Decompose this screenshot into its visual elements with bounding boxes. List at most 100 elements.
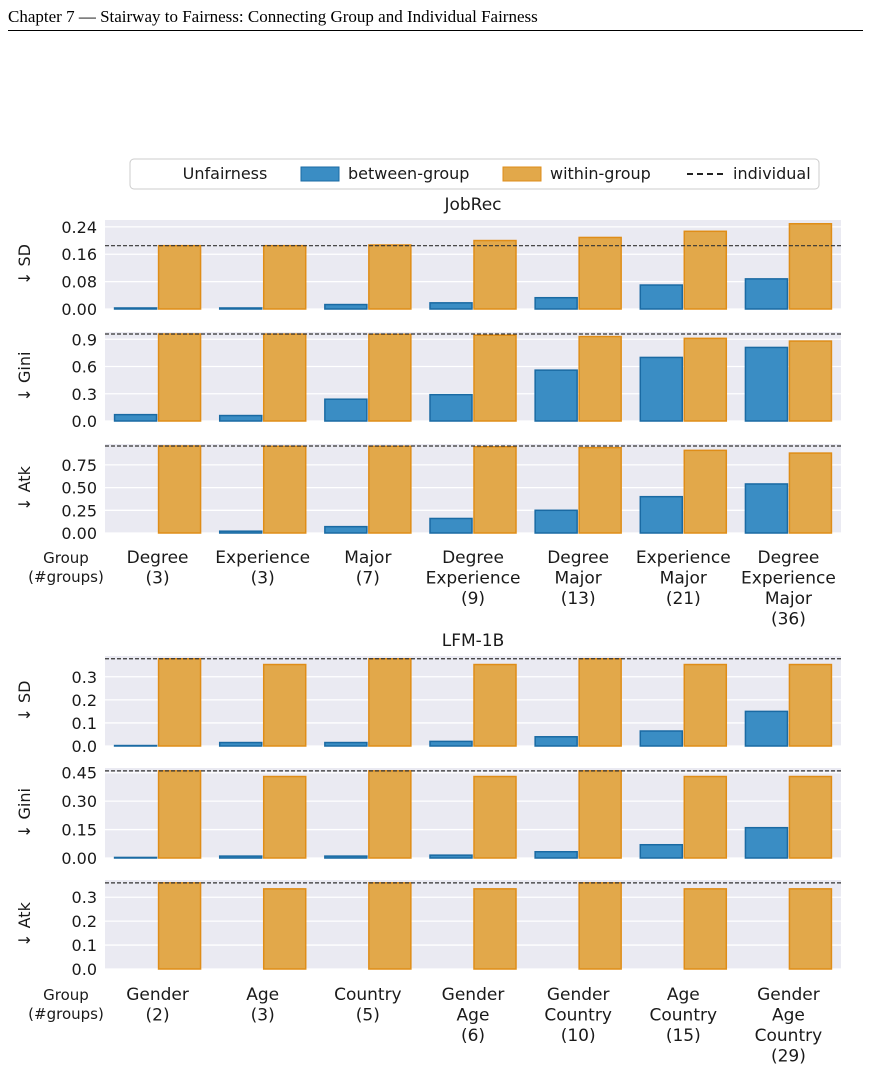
y-tick-label: 0.16 xyxy=(61,245,97,264)
category-label-line: (6) xyxy=(461,1026,485,1046)
y-tick-label: 0.9 xyxy=(72,330,97,349)
panel-1-1: 0.00 0.08 0.16 0.24 ↓ SD xyxy=(15,218,841,319)
category-label-line: (10) xyxy=(561,1026,596,1046)
category-label-line: Experience xyxy=(426,569,521,589)
legend-within-swatch xyxy=(502,166,542,182)
y-axis-label: ↓ Atk xyxy=(15,901,34,946)
between-group-bar xyxy=(639,495,684,534)
group-axis-label-line: Group xyxy=(43,549,89,567)
group-axis-label: Group (#groups) xyxy=(28,549,104,586)
category-label-line: Major xyxy=(765,589,812,609)
chart-title: LFM-1B xyxy=(442,631,505,651)
y-tick-label: 0.08 xyxy=(61,273,97,292)
charts: JobRec 0.00 0.08 0.16 0.24 ↓ SD 0.0 0.3 0.6 0.9 ↓ … xyxy=(15,195,841,1067)
category-label: Experience (3) xyxy=(215,548,310,589)
category-label-line: Age xyxy=(246,985,279,1005)
within-group-bar xyxy=(578,335,622,422)
category-label-line: Age xyxy=(457,1006,490,1026)
y-tick-label: 0.0 xyxy=(72,737,97,756)
between-group-bar xyxy=(744,710,789,747)
y-tick-label: 0.15 xyxy=(61,821,97,840)
between-group-bar xyxy=(639,356,684,422)
category-label-line: (9) xyxy=(461,589,485,609)
panel-1-3: 0.00 0.25 0.50 0.75 ↓ Atk xyxy=(15,444,841,543)
within-group-bar xyxy=(683,663,728,747)
y-tick-label: 0.00 xyxy=(61,849,97,868)
within-group-bar xyxy=(683,449,728,534)
within-group-bar xyxy=(157,882,202,970)
within-group-bar xyxy=(473,239,517,310)
category-label-line: (7) xyxy=(356,569,380,589)
y-axis-label: ↓ SD xyxy=(15,244,34,285)
category-label-line: Country xyxy=(755,1026,823,1046)
y-tick-label: 0.45 xyxy=(61,764,97,783)
within-group-bar xyxy=(368,333,412,422)
between-group-bar xyxy=(639,843,684,859)
chapter-header: Chapter 7 — Stairway to Fairness: Connec… xyxy=(8,4,863,31)
between-group-bar xyxy=(534,736,578,747)
between-group-bar xyxy=(113,307,158,310)
category-label-line: (2) xyxy=(146,1006,170,1026)
between-group-bar xyxy=(744,278,789,310)
category-label-line: Experience xyxy=(741,569,836,589)
within-group-bar xyxy=(157,445,202,534)
between-group-bar xyxy=(534,296,578,310)
group-axis-label-line: (#groups) xyxy=(28,568,104,586)
between-group-bar xyxy=(744,346,789,422)
panel-2-2: 0.00 0.15 0.30 0.45 ↓ Gini xyxy=(15,764,841,868)
between-group-bar xyxy=(218,414,263,422)
category-label-line: Major xyxy=(555,569,602,589)
within-group-bar xyxy=(473,663,517,747)
within-group-bar xyxy=(473,775,517,859)
within-group-bar xyxy=(262,663,307,747)
category-label: Degree Experience (9) xyxy=(426,548,521,609)
category-label-line: (21) xyxy=(666,589,701,609)
between-group-bar xyxy=(324,525,368,534)
between-group-bar xyxy=(218,530,263,534)
between-group-bar xyxy=(324,398,368,422)
between-group-bar xyxy=(639,284,684,310)
category-label-line: (3) xyxy=(251,1006,275,1026)
category-label-line: (15) xyxy=(666,1026,701,1046)
within-group-bar xyxy=(262,244,307,310)
within-group-bar xyxy=(262,775,307,859)
within-group-bar xyxy=(368,445,412,534)
category-label-line: (29) xyxy=(771,1047,806,1067)
within-group-bar xyxy=(368,770,412,859)
category-label-line: Experience xyxy=(215,548,310,568)
category-label-line: Gender xyxy=(547,985,610,1005)
y-axis-label: ↓ Gini xyxy=(15,788,34,838)
y-tick-label: 0.3 xyxy=(72,385,97,404)
category-label-line: (5) xyxy=(356,1006,380,1026)
between-group-bar xyxy=(218,855,263,859)
category-label-line: Degree xyxy=(757,548,819,568)
within-group-bar xyxy=(578,658,622,747)
category-label: Major (7) xyxy=(344,548,391,589)
panel-background xyxy=(105,332,841,421)
legend-within-label: within-group xyxy=(550,164,651,183)
within-group-bar xyxy=(683,888,728,970)
between-group-bar xyxy=(218,307,263,310)
category-label: Degree Major (13) xyxy=(547,548,609,609)
category-label-line: Age xyxy=(667,985,700,1005)
category-label-line: Experience xyxy=(636,548,731,568)
between-group-bar xyxy=(429,740,473,747)
y-tick-label: 0.6 xyxy=(72,358,97,377)
between-group-bar xyxy=(744,483,789,534)
category-label-line: Degree xyxy=(127,548,189,568)
within-group-bar xyxy=(578,882,622,970)
within-group-bar xyxy=(262,888,307,970)
category-label-line: Degree xyxy=(442,548,504,568)
y-axis-label: ↓ Atk xyxy=(15,465,34,510)
between-group-bar xyxy=(534,850,578,859)
between-group-bar xyxy=(534,369,578,422)
y-tick-label: 0.25 xyxy=(61,501,97,520)
category-label: Gender Country (10) xyxy=(544,985,612,1046)
within-group-bar xyxy=(578,446,622,534)
category-label-line: Major xyxy=(344,548,391,568)
y-tick-label: 0.24 xyxy=(61,218,97,237)
category-label: Gender (2) xyxy=(126,985,189,1026)
y-tick-label: 0.75 xyxy=(61,456,97,475)
within-group-bar xyxy=(157,658,202,747)
